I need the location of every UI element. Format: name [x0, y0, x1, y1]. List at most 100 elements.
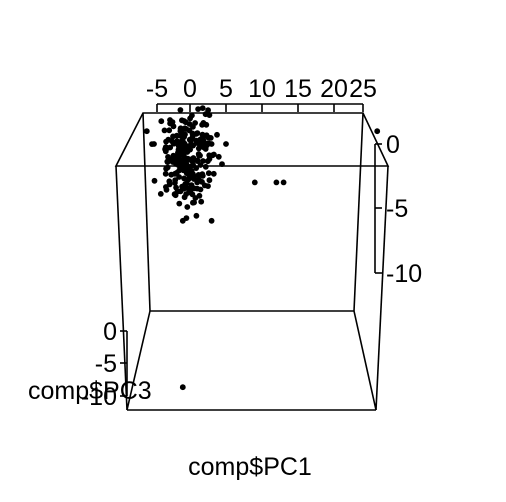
box-back-left-edge	[142, 112, 151, 312]
y-tick-label: -5	[95, 350, 117, 378]
data-point	[163, 138, 170, 145]
data-point	[193, 212, 200, 219]
plot-box	[114, 112, 390, 411]
data-point	[191, 199, 198, 206]
data-point	[163, 165, 170, 172]
x-axis-title: comp$PC1	[188, 453, 312, 481]
data-point	[211, 151, 217, 158]
data-point	[203, 132, 210, 139]
data-point	[190, 142, 197, 149]
data-point	[172, 177, 179, 184]
box-back-right-edge	[353, 112, 364, 312]
data-point	[163, 184, 169, 190]
y-tick-label: 0	[103, 318, 117, 346]
data-point	[199, 121, 206, 128]
x-tick-label: 0	[183, 75, 197, 103]
data-point	[219, 161, 225, 168]
z-tick-label: -5	[386, 195, 408, 223]
data-point	[214, 131, 220, 138]
data-point	[181, 118, 188, 124]
data-point	[187, 146, 194, 153]
data-point	[177, 159, 184, 166]
box-front-left-edge	[115, 165, 128, 411]
data-point	[179, 217, 186, 224]
data-point	[199, 105, 206, 111]
data-point	[183, 170, 190, 177]
data-point	[186, 156, 193, 163]
data-point	[208, 141, 215, 147]
data-point	[206, 152, 213, 159]
data-point	[195, 106, 202, 112]
data-point	[168, 171, 175, 178]
data-point	[251, 179, 258, 186]
data-point	[181, 194, 188, 201]
data-point	[191, 185, 198, 192]
data-point	[177, 107, 184, 113]
data-point	[197, 186, 204, 193]
data-point	[157, 191, 164, 197]
y-tick-label: -10	[81, 383, 117, 411]
data-point	[173, 161, 179, 167]
data-point	[207, 135, 214, 141]
data-point	[176, 174, 183, 180]
data-point	[206, 177, 213, 184]
data-point	[162, 146, 169, 153]
data-point	[215, 153, 222, 160]
data-point	[173, 132, 180, 139]
data-point	[161, 127, 168, 134]
data-point	[198, 198, 205, 205]
data-point	[162, 170, 169, 177]
data-point	[166, 178, 173, 185]
data-point	[187, 115, 194, 122]
data-point	[186, 189, 192, 196]
data-point	[273, 179, 280, 186]
data-point	[151, 177, 158, 184]
data-point	[185, 176, 192, 183]
data-point	[180, 153, 187, 160]
data-point	[374, 128, 381, 135]
data-point	[197, 162, 204, 168]
data-point	[194, 130, 201, 137]
x-axis: -5 0 5 10 15 20 25	[146, 75, 377, 112]
data-point	[177, 188, 184, 195]
data-point	[199, 172, 206, 179]
data-point	[196, 138, 203, 145]
data-point	[204, 158, 211, 165]
z-tick-label: 0	[386, 131, 400, 159]
data-point	[194, 179, 201, 186]
y-axis-title: comp$PC3	[28, 377, 152, 405]
box-front-right-edge	[375, 165, 389, 411]
box-top-face	[114, 112, 390, 167]
data-point	[174, 138, 180, 145]
y-axis: 0 -5 -10	[81, 318, 128, 411]
data-point	[180, 138, 186, 145]
data-point	[182, 181, 189, 187]
data-point	[280, 179, 287, 186]
data-point	[210, 170, 217, 177]
x-tick-label: 10	[248, 75, 276, 103]
data-point	[179, 384, 186, 391]
data-point	[158, 118, 165, 125]
data-point	[181, 134, 188, 140]
data-point	[200, 139, 207, 145]
data-point	[176, 200, 183, 207]
data-point	[196, 152, 202, 159]
data-point	[186, 136, 193, 143]
data-point	[166, 127, 173, 134]
z-tick-label: -10	[386, 260, 422, 288]
data-point	[202, 111, 209, 118]
x-tick-label: -5	[146, 75, 168, 103]
x-tick-label: 25	[349, 75, 377, 103]
data-point	[208, 217, 215, 224]
z-axis: 0 -5 -10	[374, 131, 422, 288]
data-point	[202, 163, 209, 170]
data-point	[190, 123, 196, 130]
data-point	[194, 158, 201, 165]
data-point	[168, 157, 175, 164]
data-point	[201, 182, 208, 189]
x-tick-label: 15	[284, 75, 312, 103]
data-point	[223, 141, 229, 147]
data-point	[170, 123, 177, 130]
data-point	[143, 128, 150, 135]
